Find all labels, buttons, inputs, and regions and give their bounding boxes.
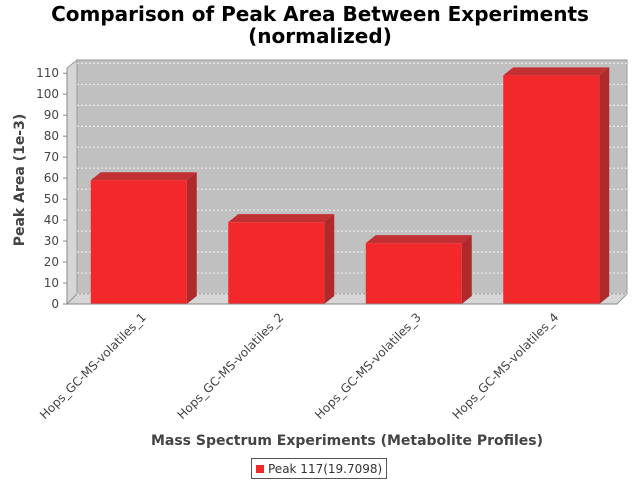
bar-front (503, 75, 600, 304)
x-tick-label: Hops_GC-MS-volatiles_2 (175, 310, 287, 422)
legend-swatch (256, 464, 264, 473)
bar (90, 172, 197, 304)
x-tick-label: Hops_GC-MS-volatiles_4 (450, 310, 562, 422)
y-tick-label: 0 (51, 297, 59, 311)
bar (503, 67, 610, 304)
bar-side (461, 235, 472, 304)
bar-front (90, 180, 187, 304)
y-tick-label: 100 (36, 87, 59, 101)
bar-side (324, 214, 335, 304)
x-axis-label: Mass Spectrum Experiments (Metabolite Pr… (151, 433, 543, 449)
bar (365, 235, 472, 304)
y-axis-label: Peak Area (1e-3) (12, 114, 28, 247)
x-tick-label: Hops_GC-MS-volatiles_3 (312, 310, 424, 422)
legend-label: Peak 117(19.7098) (268, 461, 383, 476)
y-tick-label: 110 (36, 66, 59, 80)
chart-title: Comparison of Peak Area Between Experime… (51, 2, 589, 26)
bar (228, 214, 335, 304)
y-tick-label: 10 (44, 276, 59, 290)
x-tick-label: Hops_GC-MS-volatiles_1 (37, 310, 149, 422)
legend: Peak 117(19.7098) (251, 458, 388, 479)
left-wall (66, 58, 78, 306)
y-tick-label: 40 (44, 213, 59, 227)
bar-top (365, 235, 472, 244)
y-tick-label: 70 (44, 150, 59, 164)
y-tick-label: 80 (44, 129, 59, 143)
bar-side (186, 172, 197, 304)
bar-top (90, 172, 197, 181)
bar-top (228, 214, 335, 223)
y-tick-label: 20 (44, 255, 59, 269)
bar-top (503, 67, 610, 76)
y-tick-label: 60 (44, 171, 59, 185)
y-tick-label: 50 (44, 192, 59, 206)
bar-side (599, 67, 610, 304)
bar-front (365, 243, 462, 304)
chart-subtitle: (normalized) (248, 24, 392, 48)
y-tick-label: 30 (44, 234, 59, 248)
y-tick-label: 90 (44, 108, 59, 122)
bar-front (228, 222, 325, 304)
